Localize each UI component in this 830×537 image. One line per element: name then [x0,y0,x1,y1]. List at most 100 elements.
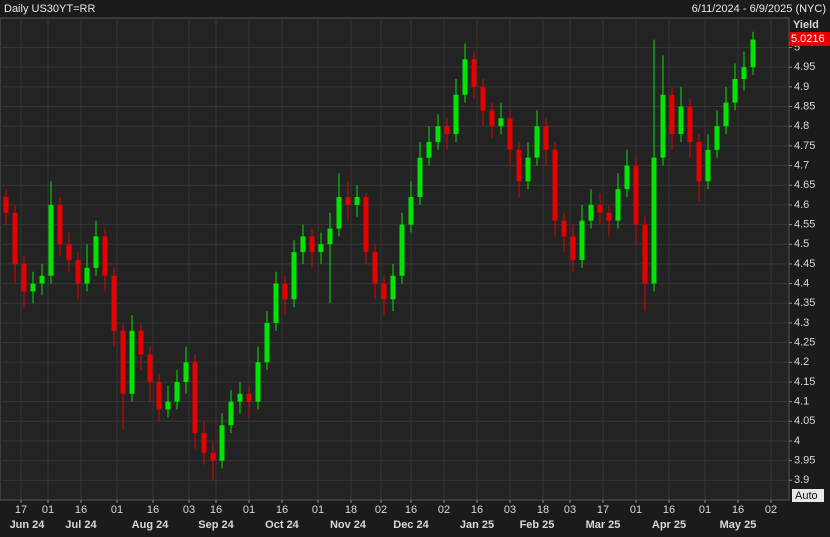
x-tick-label: 01 [630,504,642,516]
x-tick-label: 16 [471,504,483,516]
y-tick-label: 5 [794,41,800,53]
month-label: Feb 25 [520,519,555,531]
candle-body [354,197,360,205]
candle-body [84,267,90,284]
y-tick-label: 4.75 [794,140,815,152]
candle-body [390,275,396,300]
candle-body [30,283,36,292]
x-tick-label: 02 [765,504,777,516]
x-tick-label: 02 [438,504,450,516]
candle-body [93,236,99,268]
candle-body [606,212,612,221]
candle-body [174,381,180,402]
candle-body [723,102,729,127]
month-label: Jan 25 [460,519,494,531]
candle-body [3,197,9,213]
y-tick-label: 4.15 [794,376,815,388]
y-tick-label: 4.85 [794,100,815,112]
candle-body [651,157,657,284]
candle-body [237,393,243,402]
candle-body [525,157,531,182]
candle-body [336,197,342,229]
candle-body [246,393,252,402]
y-tick-label: 3.9 [794,474,809,486]
x-tick-label: 01 [312,504,324,516]
candle-body [399,224,405,276]
candle-body [642,224,648,284]
candle-body [219,425,225,461]
candle-body [363,197,369,253]
candle-body [327,228,333,245]
candle-body [579,220,585,260]
candle-body [489,110,495,127]
x-tick-label: 02 [375,504,387,516]
scale-button[interactable] [792,489,824,502]
y-tick-label: 4.1 [794,396,809,408]
y-tick-label: 4.4 [794,277,809,289]
candle-body [480,86,486,111]
candle-body [57,204,63,245]
candle-body [39,275,45,284]
candle-body [453,94,459,135]
candle-body [507,118,513,150]
candle-body [120,330,126,394]
x-tick-label: 16 [276,504,288,516]
y-tick-label: 3.95 [794,455,815,467]
y-tick-label: 4.5 [794,238,809,250]
candle-body [192,362,198,434]
candle-body [147,354,153,382]
candle-body [678,106,684,135]
candle-body [75,259,81,284]
candle-body [138,330,144,355]
candle-body [210,452,216,461]
candle-body [462,59,468,95]
candle-body [534,126,540,158]
month-label: Nov 24 [330,519,367,531]
y-tick-label: 4.25 [794,337,815,349]
y-tick-label: 4.45 [794,258,815,270]
last-value-box [789,32,830,47]
y-tick-label: 4.65 [794,179,815,191]
candle-body [444,126,450,135]
chart-title: Daily US30YT=RR [4,3,95,15]
y-tick-label: 4.7 [794,159,809,171]
x-tick-label: 16 [663,504,675,516]
candle-body [12,212,18,264]
y-axis-label: Yield [793,19,819,31]
x-tick-label: 16 [210,504,222,516]
candle-body [102,236,108,276]
candle-body [156,381,162,410]
candle-body [264,322,270,363]
date-range: 6/11/2024 - 6/9/2025 (NYC) [692,3,826,15]
candle-body [345,197,351,205]
candle-body [750,39,756,68]
month-label: Dec 24 [393,519,429,531]
y-tick-label: 4.9 [794,81,809,93]
candle-body [165,401,171,410]
candle-body [624,165,630,190]
candle-body [300,236,306,253]
plot-area [0,17,790,501]
x-tick-label: 01 [699,504,711,516]
candle-body [201,433,207,453]
candle-body [498,118,504,127]
candle-body [732,78,738,103]
x-tick-label: 03 [564,504,576,516]
x-tick-label: 01 [42,504,54,516]
candle-body [48,204,54,276]
month-label: Apr 25 [652,519,686,531]
candle-body [696,141,702,182]
candle-body [633,165,639,225]
candle-body [318,244,324,253]
y-tick-label: 4.95 [794,61,815,73]
candle-body [615,189,621,221]
candle-body [669,94,675,135]
last-value-label: 5.0216 [791,33,825,45]
candle-body [381,283,387,300]
month-label: May 25 [720,519,757,531]
scale-mode[interactable]: Auto [795,490,818,502]
candle-body [417,157,423,198]
candle-body [552,149,558,221]
